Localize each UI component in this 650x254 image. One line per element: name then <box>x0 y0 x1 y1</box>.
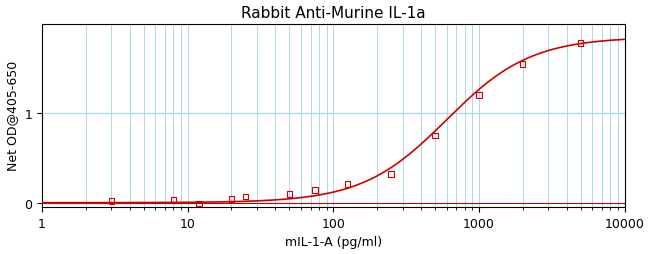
Point <box>575 42 586 46</box>
Point <box>474 94 484 98</box>
Point <box>284 192 294 196</box>
X-axis label: mIL-1-A (pg/ml): mIL-1-A (pg/ml) <box>285 235 382 248</box>
Point <box>168 198 179 202</box>
Point <box>517 62 528 67</box>
Point <box>430 134 440 138</box>
Point <box>240 195 251 199</box>
Title: Rabbit Anti-Murine IL-1a: Rabbit Anti-Murine IL-1a <box>241 6 426 21</box>
Point <box>194 202 204 206</box>
Y-axis label: Net OD@405-650: Net OD@405-650 <box>6 61 19 171</box>
Point <box>106 199 116 203</box>
Point <box>226 197 237 201</box>
Point <box>342 182 352 186</box>
Point <box>386 172 396 176</box>
Point <box>310 188 320 193</box>
